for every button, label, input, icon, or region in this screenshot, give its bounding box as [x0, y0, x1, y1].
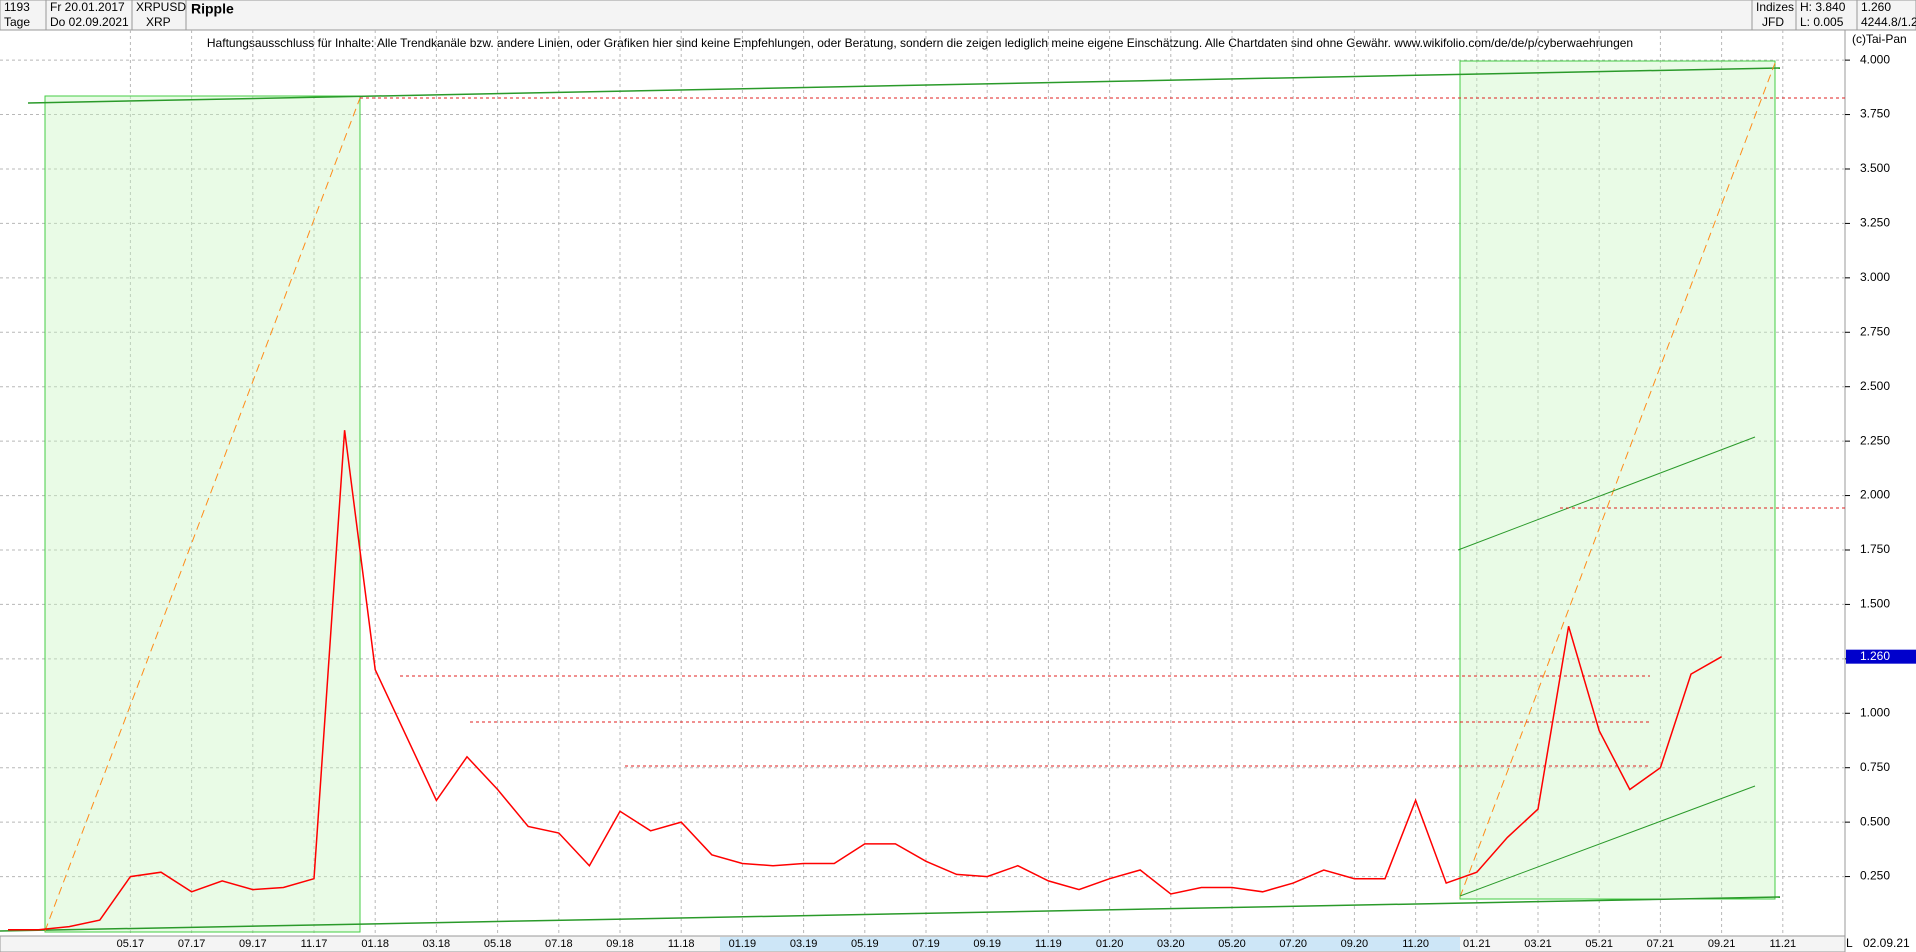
y-tick-label: 1.000	[1860, 705, 1890, 719]
y-tick-label: 2.500	[1860, 379, 1890, 393]
x-tick-label: 09.20	[1341, 938, 1369, 950]
disclaimer: Haftungsausschluss für Inhalte: Alle Tre…	[207, 36, 1633, 50]
y-tick-label: 3.750	[1860, 107, 1890, 121]
y-tick-label: 3.000	[1860, 270, 1890, 284]
x-tick-label: 11.20	[1402, 938, 1429, 950]
last-price-box	[1846, 649, 1916, 664]
x-tick-label: 07.18	[545, 938, 573, 950]
x-tick-label: 01.18	[361, 938, 389, 950]
y-tick-label: 0.750	[1860, 760, 1890, 774]
x-tick-label: 05.19	[851, 938, 879, 950]
x-tick-label: 03.20	[1157, 938, 1185, 950]
high: H: 3.840	[1800, 0, 1846, 14]
last: 1.260	[1861, 0, 1891, 14]
end-date: Do 02.09.2021	[50, 15, 129, 29]
count[interactable]: 1193	[4, 0, 30, 14]
price-line	[8, 430, 1722, 931]
start-date: Fr 20.01.2017	[50, 0, 125, 14]
y-tick-label: 1.500	[1860, 597, 1890, 611]
y-tick-label: 0.500	[1860, 814, 1890, 828]
y-tick-label: 4.000	[1860, 52, 1890, 66]
symbol: XRPUSD	[136, 0, 186, 14]
trend-line	[44, 97, 361, 932]
x-tick-label: 03.18	[423, 938, 451, 950]
trend-line	[1459, 785, 1756, 897]
y-tick-label: 0.250	[1860, 869, 1890, 883]
trend-line	[0, 896, 1781, 932]
x-tick-label: 11.18	[668, 938, 695, 950]
last-price-label: 1.260	[1860, 649, 1890, 663]
y-tick-label: 3.250	[1860, 216, 1890, 230]
x-tick-label: 01.20	[1096, 938, 1124, 950]
bottom-mode: L	[1846, 936, 1853, 950]
low: L: 0.005	[1800, 15, 1844, 29]
x-tick-label: 01.19	[729, 938, 757, 950]
selection-range	[720, 937, 1460, 951]
trend-line	[27, 67, 1781, 104]
x-tick-label: 11.17	[301, 938, 328, 950]
x-tick-label: 11.21	[1769, 938, 1796, 950]
indizes: Indizes	[1756, 0, 1794, 14]
instrument-name: Ripple	[191, 1, 234, 17]
y-tick-label: 2.250	[1860, 433, 1890, 447]
x-tick-label: 07.21	[1647, 938, 1675, 950]
x-tick-label: 05.17	[117, 938, 145, 950]
x-tick-label: 09.21	[1708, 938, 1736, 950]
x-tick-label: 09.18	[606, 938, 634, 950]
x-tick-label: 03.21	[1524, 938, 1552, 950]
period[interactable]: Tage	[4, 15, 30, 29]
x-tick-label: 05.18	[484, 938, 512, 950]
x-tick-label: 01.21	[1463, 938, 1491, 950]
extra: 4244.8/1.2	[1861, 15, 1916, 29]
x-tick-label: 07.17	[178, 938, 206, 950]
y-tick-label: 3.500	[1860, 161, 1890, 175]
trend-line	[1457, 436, 1756, 551]
copyright: (c)Tai-Pan	[1852, 32, 1907, 46]
trend-line	[1459, 62, 1776, 898]
y-tick-label: 1.750	[1860, 542, 1890, 556]
x-tick-label: 07.20	[1279, 938, 1307, 950]
x-tick-label: 05.20	[1218, 938, 1246, 950]
y-tick-label: 2.750	[1860, 324, 1890, 338]
source: JFD	[1762, 15, 1784, 29]
x-tick-label: 05.21	[1585, 938, 1613, 950]
y-tick-label: 2.000	[1860, 488, 1890, 502]
x-tick-label: 07.19	[912, 938, 940, 950]
header-bar	[0, 0, 1916, 31]
bottom-date: 02.09.21	[1863, 936, 1910, 950]
x-tick-label: 03.19	[790, 938, 818, 950]
x-tick-label: 09.19	[973, 938, 1001, 950]
x-tick-label: 11.19	[1035, 938, 1062, 950]
x-tick-label: 09.17	[239, 938, 267, 950]
short-name: XRP	[146, 15, 171, 29]
